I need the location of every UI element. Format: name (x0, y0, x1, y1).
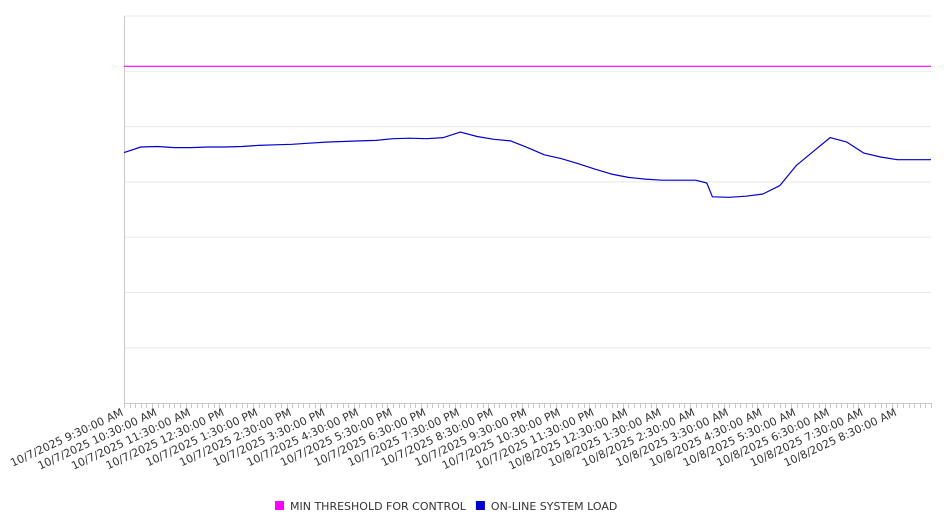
legend-swatch-system-load (475, 501, 485, 510)
legend-label-min-threshold: MIN THRESHOLD FOR CONTROL (290, 500, 467, 513)
legend: MIN THRESHOLD FOR CONTROL ON-LINE SYSTEM … (275, 500, 617, 513)
legend-swatch-min-threshold (275, 501, 284, 510)
grid (124, 15, 931, 349)
axes (124, 16, 932, 408)
series (123, 65, 931, 198)
legend-label-system-load: ON-LINE SYSTEM LOAD (491, 500, 617, 513)
series-line-system-load (123, 131, 931, 198)
